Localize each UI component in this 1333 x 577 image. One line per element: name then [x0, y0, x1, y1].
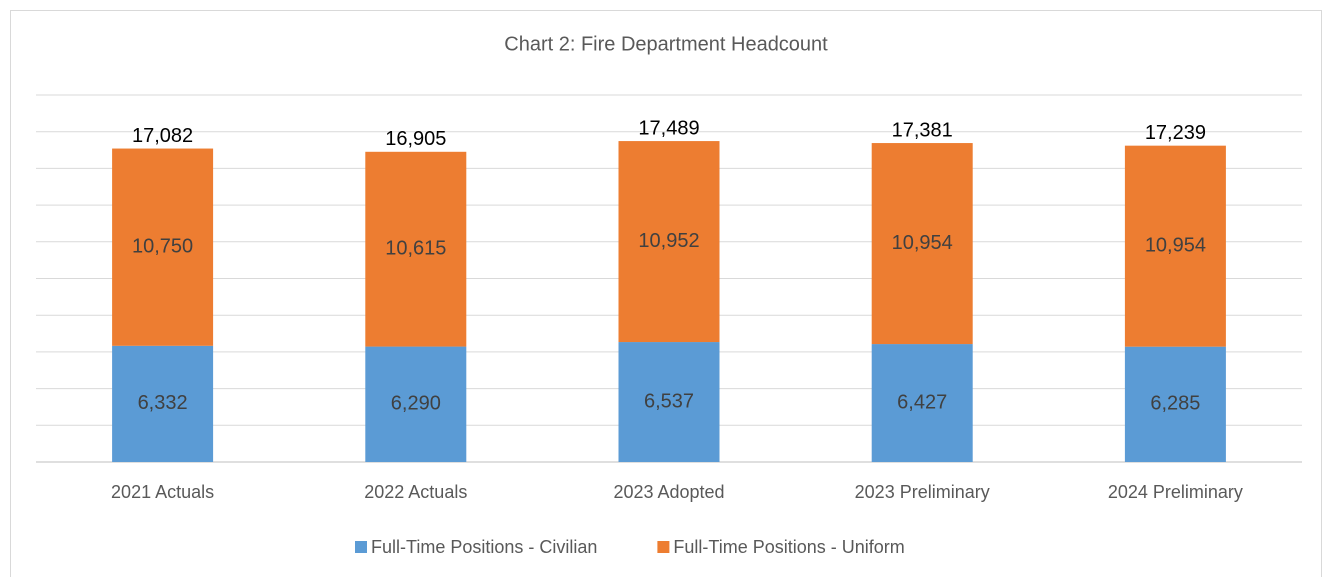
- data-label: 6,290: [391, 393, 441, 415]
- total-label: 17,489: [638, 117, 699, 139]
- bar-segment: [365, 151, 467, 347]
- data-label: 10,954: [1145, 234, 1206, 256]
- data-label: 10,615: [385, 237, 446, 259]
- legend-swatch: [657, 541, 670, 553]
- total-label: 17,082: [132, 125, 193, 147]
- total-label: 16,905: [385, 128, 446, 150]
- data-label: 10,952: [638, 230, 699, 252]
- chart-title: Chart 2: Fire Department Headcount: [504, 33, 828, 55]
- x-tick-label: 2022 Actuals: [364, 482, 467, 502]
- bar-segment: [618, 342, 720, 462]
- data-label: 6,537: [644, 390, 694, 412]
- bar-segment: [618, 141, 720, 343]
- bar-segment: [112, 345, 214, 462]
- x-tick-label: 2023 Preliminary: [855, 482, 990, 502]
- x-tick-label: 2024 Preliminary: [1108, 482, 1243, 502]
- x-tick-label: 2021 Actuals: [111, 482, 214, 502]
- data-label: 10,750: [132, 235, 193, 257]
- bar-segment: [1124, 346, 1226, 462]
- data-label: 6,332: [138, 392, 188, 414]
- data-label: 10,954: [892, 232, 953, 254]
- total-label: 17,239: [1145, 122, 1206, 144]
- total-label: 17,381: [892, 119, 953, 141]
- legend-swatch: [355, 541, 367, 553]
- bar-segment: [365, 346, 467, 462]
- bar-segment: [112, 148, 214, 346]
- data-label: 6,427: [897, 391, 947, 413]
- bar-segment: [871, 344, 973, 462]
- legend-label: Full-Time Positions - Civilian: [371, 537, 597, 557]
- legend-label: Full-Time Positions - Uniform: [673, 537, 904, 557]
- data-label: 6,285: [1150, 393, 1200, 415]
- x-tick-label: 2023 Adopted: [613, 482, 724, 502]
- bar-segment: [871, 143, 973, 345]
- bar-segment: [1124, 145, 1226, 347]
